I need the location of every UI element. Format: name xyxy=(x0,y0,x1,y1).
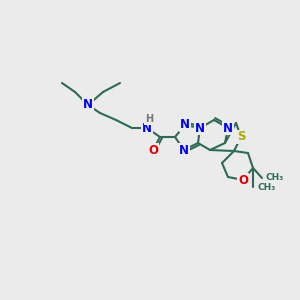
Text: O: O xyxy=(238,173,248,187)
Text: N: N xyxy=(223,122,233,134)
Text: N: N xyxy=(83,98,93,112)
Text: N: N xyxy=(142,122,152,134)
Text: N: N xyxy=(179,143,189,157)
Text: CH₃: CH₃ xyxy=(257,182,275,191)
Text: N: N xyxy=(195,122,205,134)
Text: H: H xyxy=(145,114,153,124)
Text: CH₃: CH₃ xyxy=(266,173,284,182)
Text: S: S xyxy=(237,130,245,143)
Text: O: O xyxy=(148,143,158,157)
Text: N: N xyxy=(180,118,190,131)
